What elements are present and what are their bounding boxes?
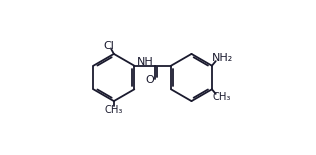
Text: Cl: Cl bbox=[104, 41, 115, 51]
Text: O: O bbox=[146, 75, 155, 85]
Text: NH: NH bbox=[137, 57, 153, 67]
Text: NH₂: NH₂ bbox=[212, 53, 233, 63]
Text: CH₃: CH₃ bbox=[105, 105, 123, 115]
Text: CH₃: CH₃ bbox=[213, 92, 231, 102]
